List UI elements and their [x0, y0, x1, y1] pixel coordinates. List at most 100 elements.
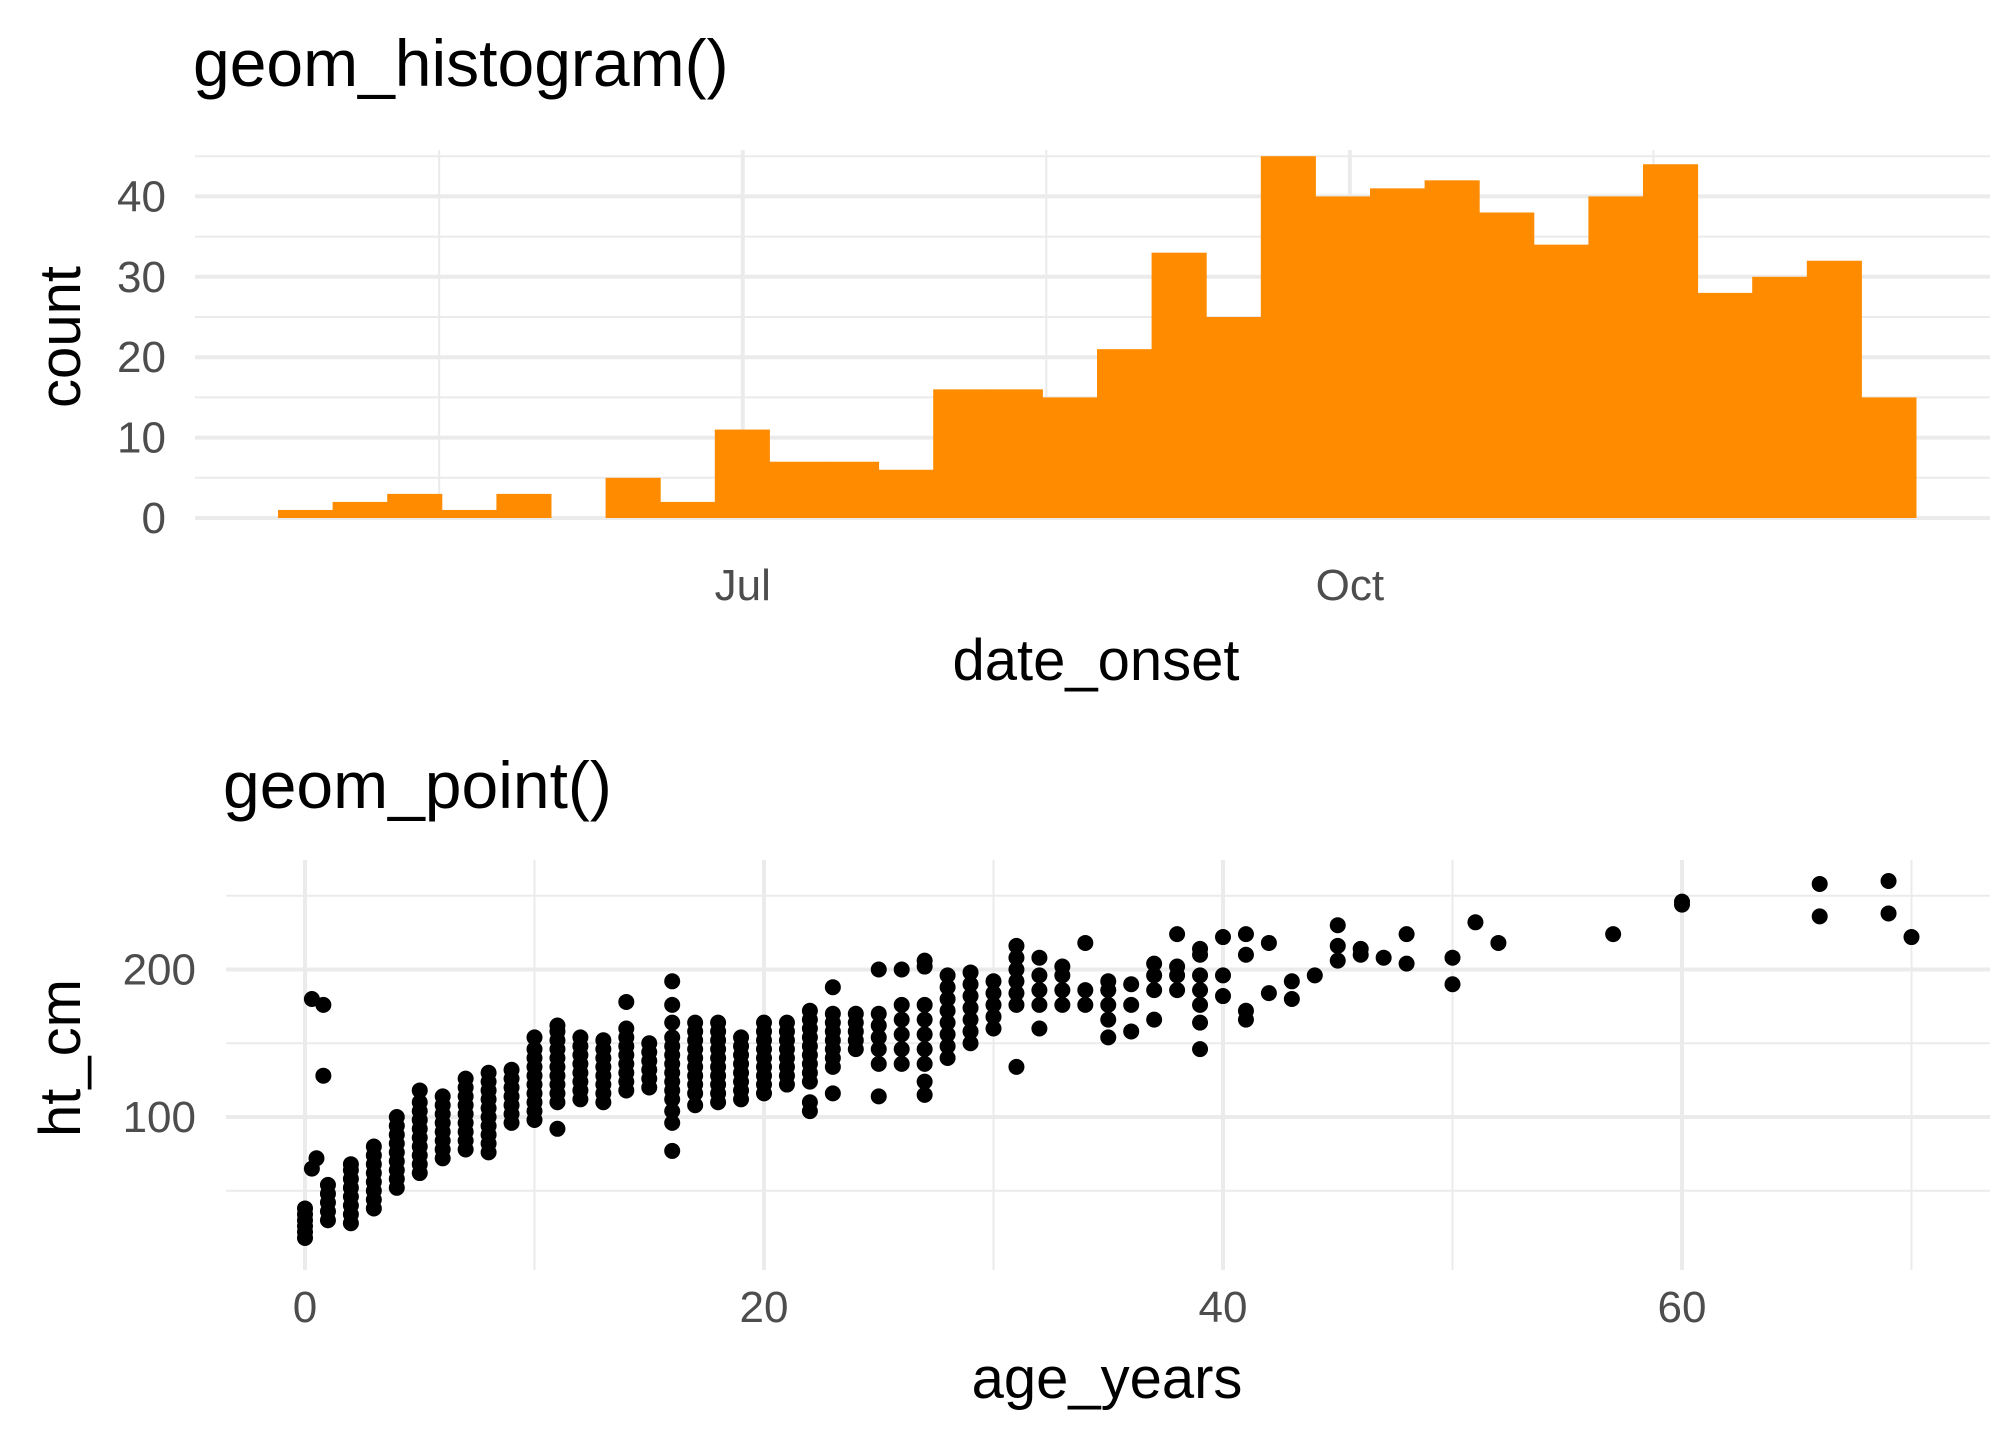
scatter-point [1077, 934, 1094, 951]
scatter-point [1146, 1011, 1163, 1028]
scatter-point [756, 1014, 772, 1031]
scatter-point [916, 1011, 933, 1028]
scatter-point [1008, 973, 1025, 990]
scatter-point [939, 1050, 956, 1066]
scatter-point [1329, 937, 1346, 954]
scatter-point [549, 1120, 566, 1137]
scatter-point [480, 1064, 497, 1081]
scatter-point [664, 996, 681, 1013]
scatter-point [315, 996, 332, 1013]
scatter-point [1031, 967, 1048, 984]
scatter-point [664, 1029, 681, 1046]
histogram-bar [1370, 188, 1426, 519]
scatter-point [1146, 967, 1163, 984]
histogram-x-tick-label: Oct [1316, 561, 1384, 610]
scatter-point [962, 999, 979, 1016]
histogram-bar [1424, 180, 1480, 518]
scatter-point [1077, 982, 1094, 999]
scatter-point [411, 1094, 428, 1111]
scatter-point [1237, 926, 1254, 943]
histogram-bar [987, 389, 1043, 518]
scatter-point [1260, 934, 1277, 951]
histogram-y-tick-label: 30 [117, 253, 166, 302]
scatter-point [664, 1114, 681, 1131]
histogram-bar [387, 493, 443, 518]
scatter-point [1192, 967, 1209, 984]
scatter-point [801, 1094, 818, 1111]
scatter-point [1306, 967, 1323, 984]
scatter-point [893, 1011, 910, 1028]
scatter-point [1169, 958, 1186, 975]
scatter-point [985, 985, 1002, 1002]
scatter-point [870, 1005, 887, 1022]
scatter-point [595, 1032, 612, 1049]
histogram-bar [1042, 397, 1098, 518]
scatter-point [962, 976, 979, 993]
scatter-chart: geom_point() 100 200 0 20 40 60 age_years ht… [28, 748, 1990, 1411]
scatter-point [1192, 1041, 1209, 1058]
scatter-point [1054, 958, 1071, 975]
scatter-point [526, 1029, 543, 1046]
histogram-bar [1588, 196, 1644, 518]
scatter-point [308, 1150, 325, 1167]
scatter-point [1031, 982, 1048, 999]
scatter-point [1880, 905, 1897, 922]
histogram-bar [1315, 196, 1371, 518]
histogram-bar [1861, 397, 1917, 518]
histogram-bar [878, 469, 934, 518]
scatter-point [962, 1035, 979, 1052]
histogram-bars [278, 156, 1917, 519]
scatter-point [916, 1073, 933, 1090]
scatter-point [1100, 996, 1117, 1013]
scatter-point [1260, 985, 1277, 1002]
scatter-point [870, 1041, 887, 1058]
scatter-point [1008, 985, 1025, 1002]
histogram-x-axis-title: date_onset [952, 628, 1239, 693]
histogram-bar [1479, 212, 1535, 519]
scatter-point [893, 1055, 910, 1072]
scatter-point [618, 993, 635, 1010]
scatter-point [939, 1038, 956, 1055]
scatter-point [847, 1005, 864, 1022]
scatter-point [1329, 952, 1346, 969]
histogram-title: geom_histogram() [193, 26, 729, 100]
scatter-point [365, 1138, 382, 1155]
scatter-point [1352, 940, 1369, 957]
scatter-point [687, 1097, 704, 1114]
scatter-point [618, 1020, 635, 1037]
histogram-x-tick-labels: Jul Oct [715, 561, 1384, 610]
scatter-point [1054, 982, 1071, 999]
scatter-point [916, 952, 933, 969]
scatter-point [916, 996, 933, 1013]
histogram-bar [1097, 349, 1153, 518]
scatter-x-tick-label: 60 [1658, 1283, 1707, 1332]
scatter-point [1375, 949, 1392, 966]
scatter-point [1192, 996, 1209, 1013]
scatter-point [526, 1041, 543, 1058]
scatter-point [1008, 937, 1025, 954]
scatter-title: geom_point() [223, 748, 612, 822]
histogram-bar [332, 501, 388, 518]
histogram-x-tick-label: Jul [715, 561, 771, 610]
scatter-point [1490, 934, 1507, 951]
scatter-point [1169, 926, 1186, 943]
scatter-point [893, 1041, 910, 1058]
scatter-point [962, 964, 979, 981]
scatter-point [1283, 991, 1300, 1007]
histogram-bar [714, 429, 770, 518]
scatter-point [916, 1055, 933, 1072]
scatter-point [710, 1014, 727, 1031]
scatter-point [388, 1109, 405, 1125]
scatter-point [1467, 914, 1484, 931]
scatter-y-axis-title: ht_cm [28, 979, 93, 1137]
scatter-point [1674, 893, 1690, 910]
scatter-point [1031, 1020, 1048, 1037]
histogram-bar [660, 501, 716, 518]
scatter-point [1146, 955, 1163, 972]
scatter-point [1811, 908, 1828, 925]
scatter-point [687, 1014, 704, 1031]
histogram-y-tick-label: 40 [117, 172, 166, 221]
scatter-point [1329, 917, 1346, 934]
scatter-x-tick-label: 40 [1199, 1283, 1248, 1332]
